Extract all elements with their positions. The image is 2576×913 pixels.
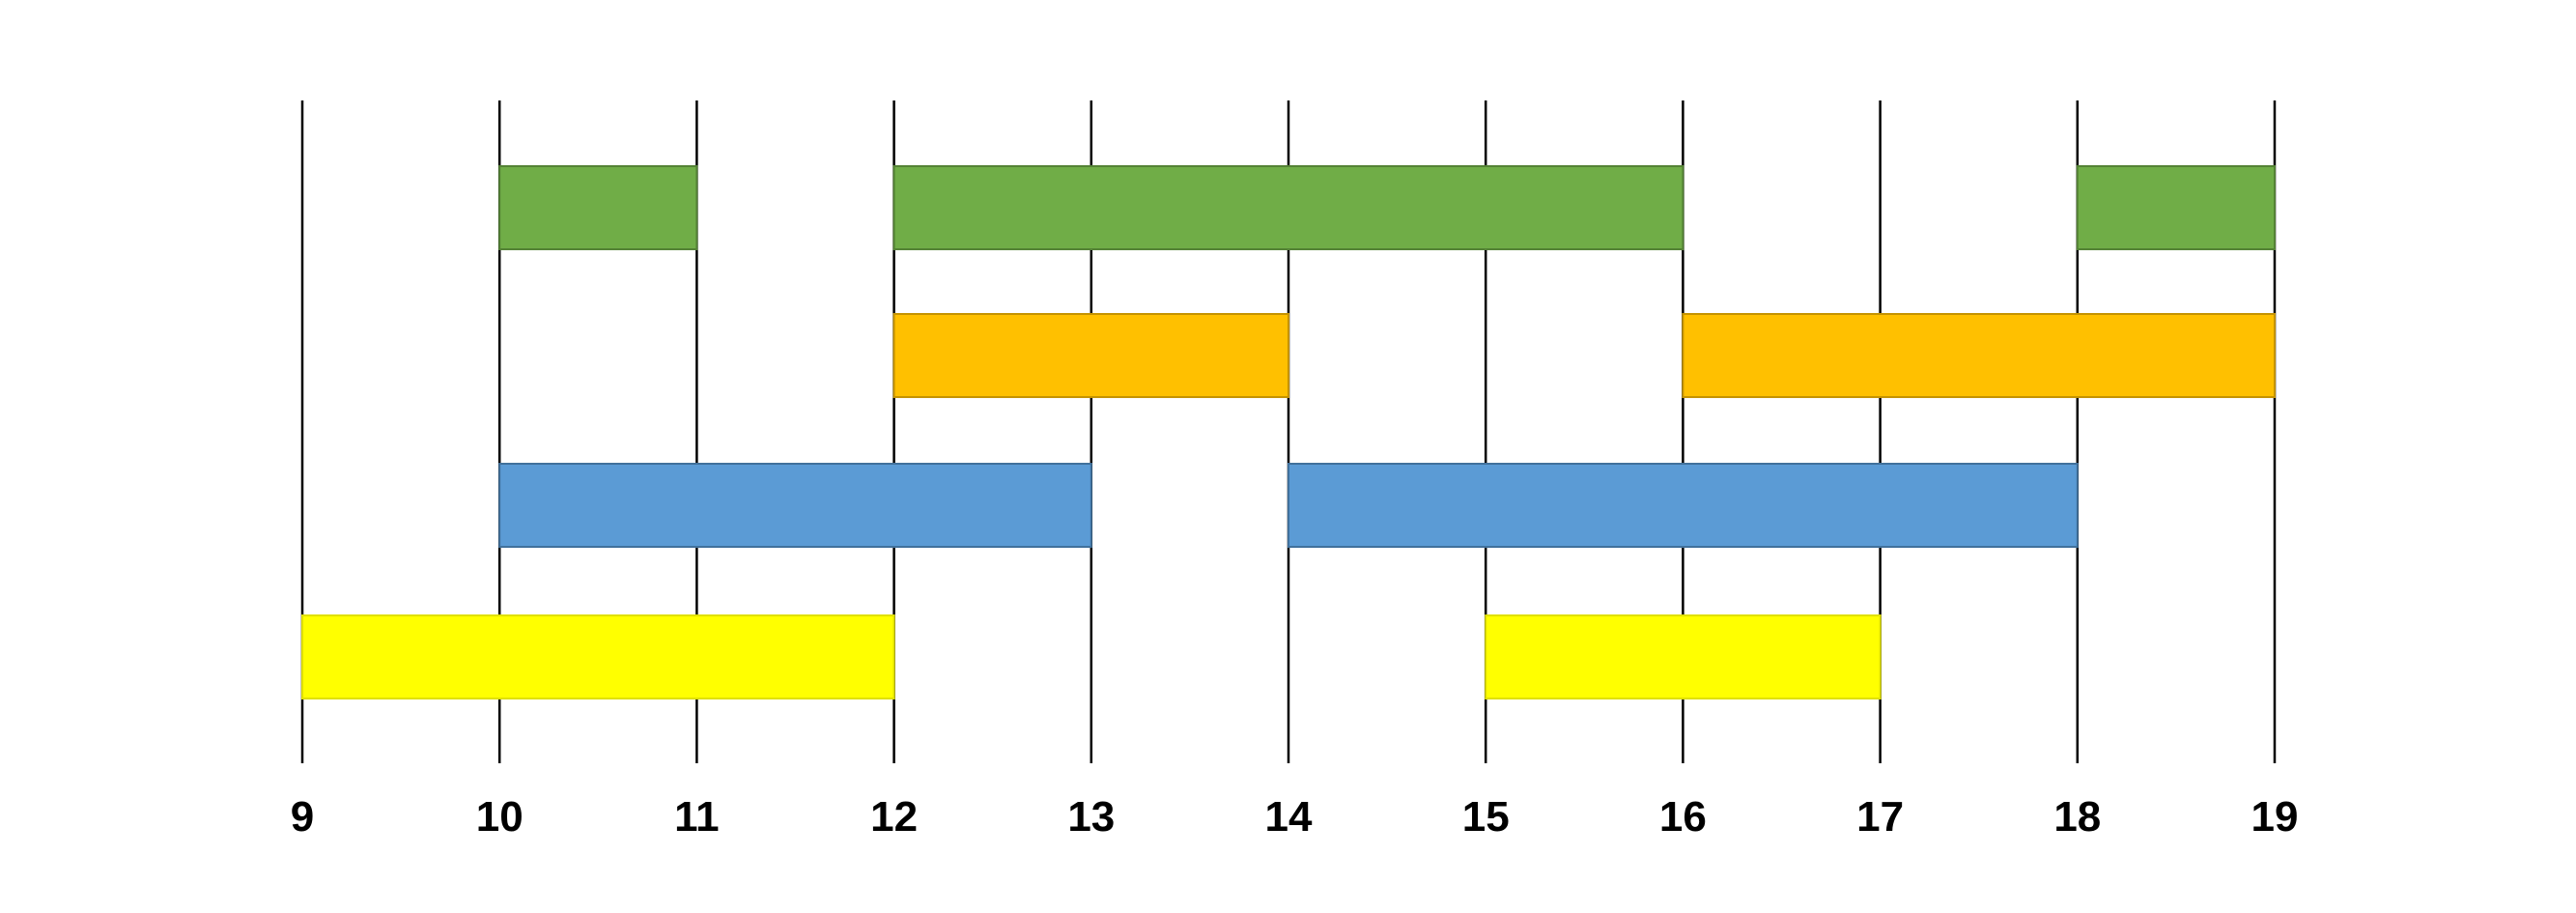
tick-label-15: 15 bbox=[1462, 793, 1510, 841]
bar-row3-interval-1 bbox=[498, 463, 1092, 548]
tick-label-16: 16 bbox=[1659, 793, 1707, 841]
bar-row4-interval-1 bbox=[301, 614, 895, 699]
tick-label-14: 14 bbox=[1265, 793, 1313, 841]
tick-label-12: 12 bbox=[870, 793, 918, 841]
tick-label-13: 13 bbox=[1067, 793, 1115, 841]
tick-label-18: 18 bbox=[2053, 793, 2101, 841]
bar-row4-interval-2 bbox=[1485, 614, 1882, 699]
tick-label-11: 11 bbox=[674, 793, 720, 841]
bar-row1-interval-2 bbox=[892, 165, 1684, 250]
interval-bars bbox=[301, 165, 2277, 699]
bar-row2-interval-2 bbox=[1682, 313, 2276, 398]
bar-row3-interval-2 bbox=[1288, 463, 2079, 548]
bar-row1-interval-3 bbox=[2076, 165, 2277, 250]
bar-row1-interval-1 bbox=[498, 165, 698, 250]
tick-label-17: 17 bbox=[1856, 793, 1904, 841]
tick-label-10: 10 bbox=[476, 793, 524, 841]
tick-label-19: 19 bbox=[2251, 793, 2299, 841]
x-axis-tick-labels: 9 10 11 12 13 14 15 16 17 18 19 bbox=[291, 793, 2299, 841]
tick-label-9: 9 bbox=[291, 793, 314, 841]
bar-row2-interval-1 bbox=[892, 313, 1289, 398]
